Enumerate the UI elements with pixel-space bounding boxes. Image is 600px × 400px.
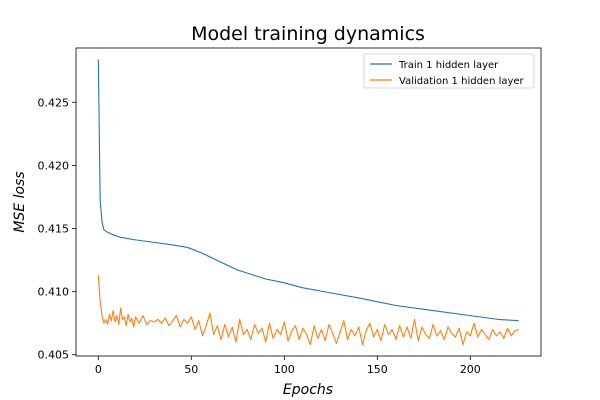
y-tick-label: 0.420 [38, 159, 70, 172]
y-axis-label: MSE loss [12, 171, 28, 232]
x-tick-label: 50 [184, 363, 198, 376]
y-tick-label: 0.415 [38, 223, 70, 236]
legend-label: Train 1 hidden layer [398, 60, 499, 71]
x-tick-label: 0 [95, 363, 102, 376]
x-tick-label: 200 [460, 363, 481, 376]
y-tick-label: 0.410 [38, 286, 70, 299]
chart-title: Model training dynamics [191, 23, 425, 45]
plot-area [75, 47, 542, 357]
validation-series-line [97, 275, 519, 346]
x-axis-label: Epochs [283, 382, 333, 398]
legend-label: Validation 1 hidden layer [399, 76, 525, 87]
train-series-line [97, 59, 519, 322]
y-axis: 0.405 0.410 0.415 0.420 0.425 [38, 96, 76, 362]
x-axis: 0 50 100 150 200 [95, 356, 481, 376]
legend: Train 1 hidden layer Validation 1 hidden … [363, 53, 535, 89]
x-tick-label: 100 [274, 363, 295, 376]
plot-frame [75, 47, 542, 357]
x-tick-label: 150 [367, 363, 388, 376]
y-tick-label: 0.425 [38, 96, 70, 109]
legend-box [363, 53, 535, 89]
series-layer [97, 59, 519, 346]
y-tick-label: 0.405 [38, 349, 70, 362]
